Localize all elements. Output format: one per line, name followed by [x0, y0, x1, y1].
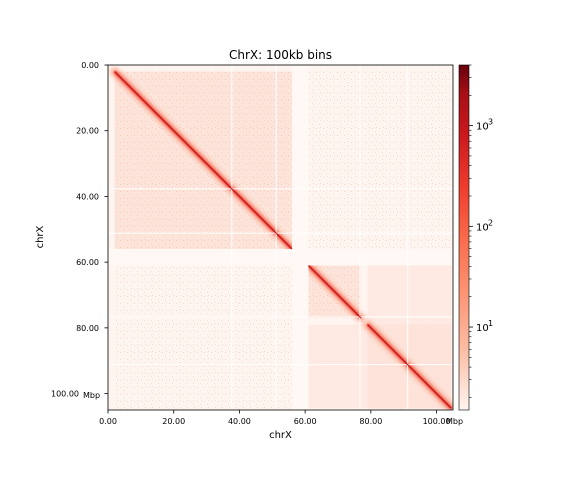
- y-tick-label: 60.00: [76, 258, 99, 267]
- plot-frame: [107, 64, 454, 411]
- x-axis: 0.00 20.00 40.00 60.00 80.00 100.00: [99, 410, 451, 426]
- y-axis: 0.00 20.00 40.00 60.00 80.00 100.00: [51, 61, 108, 399]
- colorbar-tick-label: 10: [476, 323, 489, 334]
- colorbar-tick-exponent: 2: [488, 218, 493, 227]
- gap-line: [407, 65, 409, 410]
- y-tick-label: 0.00: [81, 61, 99, 70]
- colorbar-tick-exponent: 3: [488, 118, 493, 127]
- y-tick-label: 20.00: [76, 127, 99, 136]
- y-axis-unit: Mbp: [83, 391, 100, 400]
- colorbar-gradient: [458, 64, 470, 411]
- x-tick-label: 60.00: [294, 417, 317, 426]
- x-tick-label: 80.00: [359, 417, 382, 426]
- x-tick-label: 100.00: [423, 417, 451, 426]
- gap-line: [275, 65, 277, 410]
- x-tick-label: 0.00: [99, 417, 117, 426]
- gap-line: [231, 65, 233, 410]
- chart-title: ChrX: 100kb bins: [229, 48, 332, 62]
- weak-interaction: [308, 71, 452, 249]
- colorbar-tick-exponent: 1: [488, 319, 493, 328]
- y-tick-label: 40.00: [76, 192, 99, 201]
- diagonal-core: [308, 265, 362, 319]
- x-tick-label: 20.00: [162, 417, 185, 426]
- x-axis-unit: Mbp: [446, 417, 463, 426]
- diagonal-core: [367, 324, 452, 409]
- y-tick-label: 100.00: [51, 390, 79, 399]
- y-tick-label: 80.00: [76, 324, 99, 333]
- unmapped-column: [292, 65, 309, 410]
- heatmap-plot-area: [108, 65, 453, 410]
- gap-line: [108, 364, 453, 366]
- gap-line: [108, 232, 453, 234]
- unmapped-row: [108, 249, 453, 266]
- gap-line: [108, 188, 453, 190]
- gap-line: [359, 65, 361, 410]
- gap-line: [108, 316, 453, 318]
- x-tick-label: 40.00: [228, 417, 251, 426]
- y-axis-label: chrX: [35, 225, 46, 248]
- contact-matrix: [108, 65, 453, 410]
- weak-interaction: [114, 265, 292, 409]
- colorbar-tick-label: 10: [476, 222, 489, 233]
- x-axis-label: chrX: [269, 430, 292, 441]
- colorbar-tick-label: 10: [476, 122, 489, 133]
- diagonal-core: [114, 71, 293, 250]
